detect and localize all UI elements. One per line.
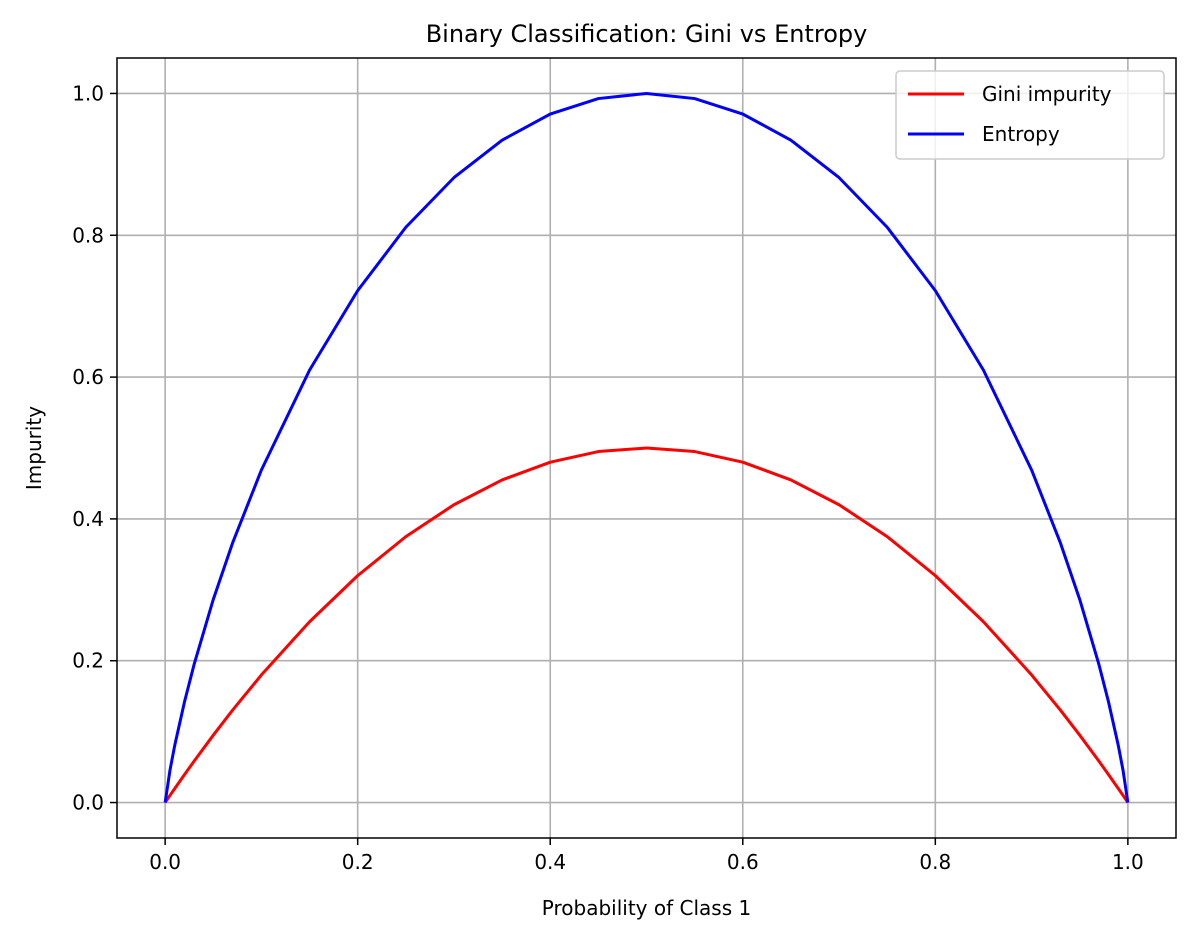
y-tick-label: 0.2: [72, 649, 104, 673]
chart-title: Binary Classification: Gini vs Entropy: [426, 20, 868, 48]
series-lines: [163, 91, 1130, 804]
series-line-gini-impurity: [163, 446, 1130, 804]
axis-ticks: 0.0 0.2 0.4 0.6 0.8 1.0 0.0 0.2 0.4 0.6 0.8 1.0: [72, 81, 1144, 874]
x-tick-label: 0.6: [727, 850, 759, 874]
legend-entry-label: Entropy: [982, 122, 1060, 146]
y-tick-label: 0.0: [72, 791, 104, 815]
grid-lines: [117, 58, 1176, 838]
y-tick-label: 0.6: [72, 365, 104, 389]
x-tick-label: 0.0: [149, 850, 181, 874]
x-tick-label: 0.2: [342, 850, 374, 874]
x-axis-label: Probability of Class 1: [542, 896, 751, 920]
plot-frame: [116, 57, 1177, 839]
legend: Gini impurity Entropy: [895, 70, 1165, 160]
y-tick-label: 0.4: [72, 507, 104, 531]
x-tick-label: 1.0: [1112, 850, 1144, 874]
y-tick-label: 0.8: [72, 223, 104, 247]
x-tick-label: 0.4: [534, 850, 566, 874]
series-line-entropy: [163, 91, 1130, 803]
x-tick-label: 0.8: [919, 850, 951, 874]
legend-entry-label: Gini impurity: [982, 82, 1112, 106]
y-axis-label: Impurity: [22, 406, 46, 490]
y-tick-label: 1.0: [72, 81, 104, 105]
